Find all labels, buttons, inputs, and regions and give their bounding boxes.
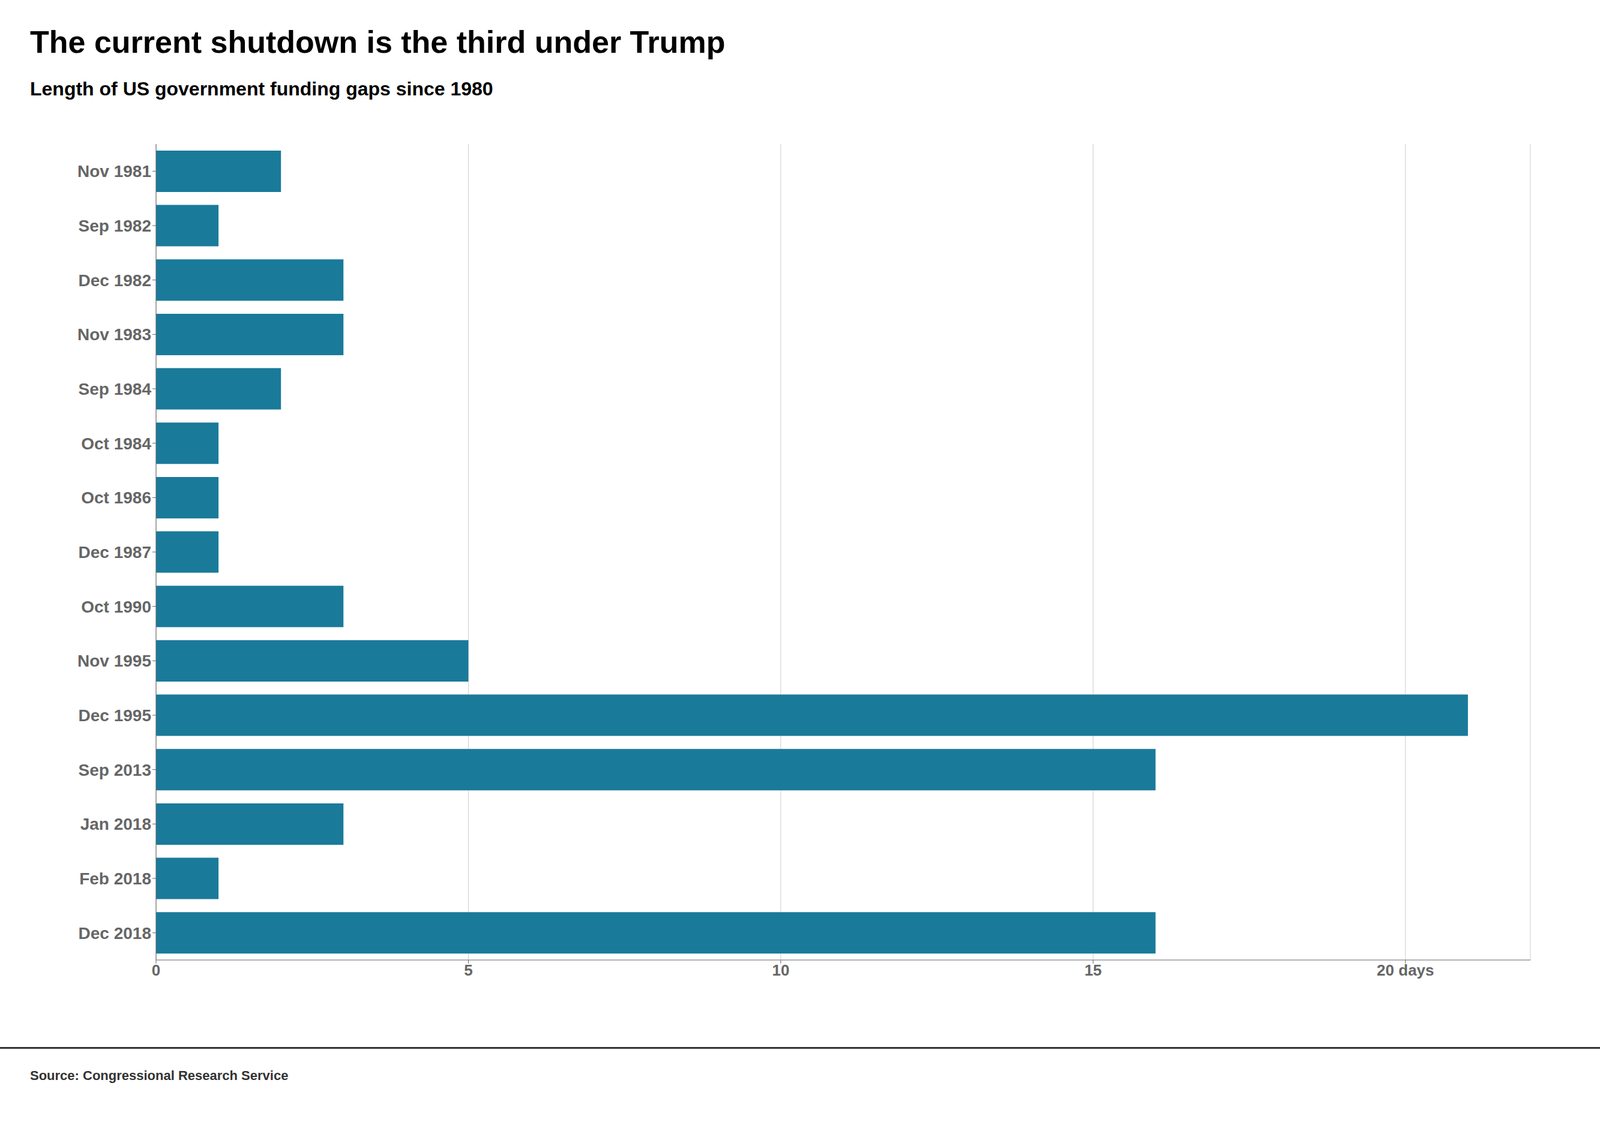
svg-text:Dec 1995: Dec 1995	[78, 706, 152, 725]
svg-text:Nov 1995: Nov 1995	[77, 651, 152, 671]
svg-text:Nov 1981: Nov 1981	[77, 162, 152, 181]
html-text:Length of US government fundin: Length of US government funding gaps sin…	[30, 78, 494, 100]
svg-text:10: 10	[771, 961, 790, 980]
svg-text:15: 15	[1084, 961, 1102, 980]
svg-text:Sep 2013: Sep 2013	[78, 760, 152, 780]
svg-text:Feb 2018: Feb 2018	[79, 869, 152, 889]
svg-text:0: 0	[151, 961, 161, 980]
html-text:The current shutdown is the th: The current shutdown is the third under …	[30, 24, 726, 60]
svg-text:Dec 1987: Dec 1987	[78, 543, 152, 562]
svg-text:Sep 1982: Sep 1982	[78, 216, 152, 236]
svg-text:Dec 2018: Dec 2018	[78, 924, 152, 943]
svg-text:Dec 1982: Dec 1982	[78, 271, 152, 290]
html-text:Source: Congressional Research: Source: Congressional Research Service	[30, 1068, 289, 1084]
svg-text:Oct 1984: Oct 1984	[81, 434, 152, 454]
svg-text:Sep 1984: Sep 1984	[78, 379, 152, 399]
svg-text:5: 5	[463, 961, 473, 980]
svg-text:Oct 1990: Oct 1990	[81, 597, 152, 617]
svg-text:Nov 1983: Nov 1983	[77, 325, 152, 344]
svg-text:Jan 2018: Jan 2018	[80, 815, 152, 834]
svg-text:Oct 1986: Oct 1986	[81, 488, 152, 508]
svg-text:20 days: 20 days	[1376, 961, 1434, 980]
